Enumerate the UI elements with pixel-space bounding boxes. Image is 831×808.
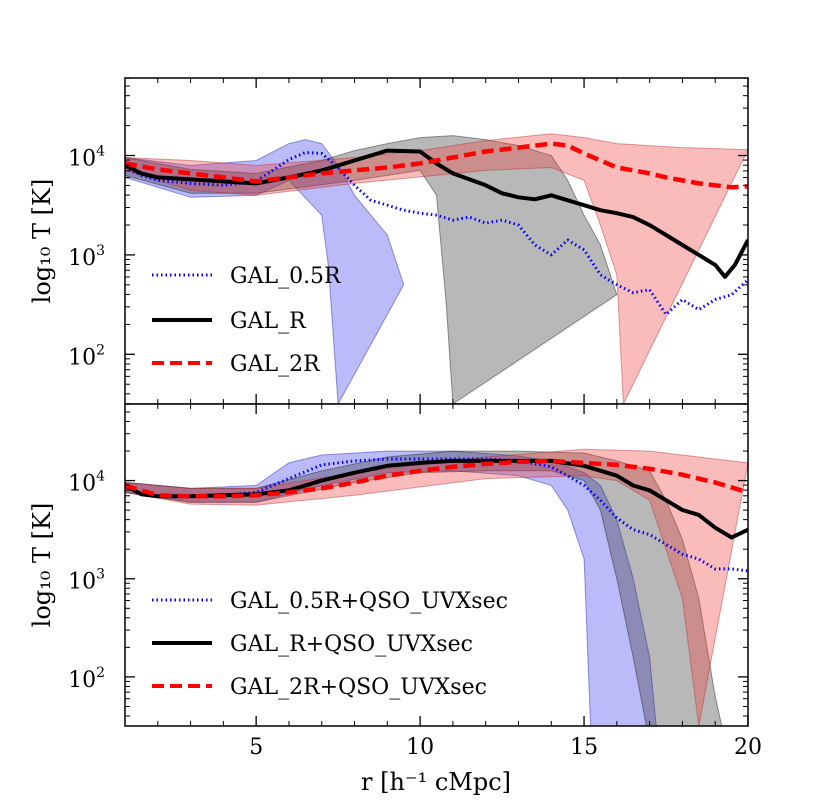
bottom-panel-x-ticks — [124, 404, 749, 726]
y-tick-label: 104 — [68, 469, 105, 497]
x-axis-label: r [h⁻¹ cMpc] — [361, 768, 511, 796]
y-tick-label: 103 — [68, 567, 105, 595]
series-line-GAL_2R — [125, 141, 748, 190]
x-tick-label: 5 — [249, 735, 263, 760]
legend-label: GAL_2R+QSO_UVXsec — [230, 675, 487, 700]
band-GAL_R — [125, 135, 618, 404]
legend-label: GAL_R — [230, 309, 307, 334]
y-tick-label: 104 — [68, 144, 105, 172]
band-GAL_R+QSO_UVXsec — [125, 450, 723, 726]
bottom-panel: 104 103 102 GAL_0.5R+QSO_UVXsec GAL_R+QS… — [68, 403, 749, 727]
x-tick-label: 15 — [570, 735, 598, 760]
top-panel-y-tick-labels: 104 103 102 — [68, 144, 105, 371]
top-panel-lines — [125, 141, 748, 316]
legend-label: GAL_0.5R — [230, 264, 342, 289]
x-tick-label: 10 — [406, 735, 434, 760]
band-GAL_0.5R+QSO_UVXsec — [125, 450, 657, 726]
top-panel-legend: GAL_0.5R GAL_R GAL_2R — [152, 264, 342, 377]
y-tick-label: 102 — [68, 342, 105, 370]
top-panel-background — [125, 78, 748, 404]
top-panel-y-ticks — [124, 77, 749, 404]
series-line-GAL_2R+QSO_UVXsec — [125, 458, 748, 499]
bottom-panel-frame — [124, 403, 749, 727]
bottom-panel-y-tick-labels: 104 103 102 — [68, 469, 105, 693]
band-GAL_0.5R — [125, 139, 405, 404]
bottom-panel-legend: GAL_0.5R+QSO_UVXsec GAL_R+QSO_UVXsec GAL… — [152, 589, 508, 700]
y-axis-label-bottom: log₁₀ T [K] — [28, 503, 56, 628]
band-GAL_2R — [125, 133, 748, 404]
legend-label: GAL_R+QSO_UVXsec — [230, 632, 473, 657]
x-tick-label: 20 — [734, 735, 762, 760]
legend-label: GAL_0.5R+QSO_UVXsec — [230, 589, 508, 614]
bottom-panel-lines — [125, 457, 748, 573]
legend-label: GAL_2R — [230, 352, 321, 377]
y-tick-label: 103 — [68, 243, 105, 271]
bottom-panel-y-ticks — [125, 403, 748, 717]
top-panel-bands — [125, 133, 748, 404]
series-line-GAL_0.5R — [125, 151, 748, 316]
top-panel: 104 103 102 GAL_0.5R GAL_R GAL_2R — [68, 77, 749, 405]
y-axis-label-top: log₁₀ T [K] — [28, 179, 56, 304]
x-tick-labels: 5 10 15 20 — [249, 735, 762, 760]
y-tick-label: 102 — [68, 665, 105, 693]
